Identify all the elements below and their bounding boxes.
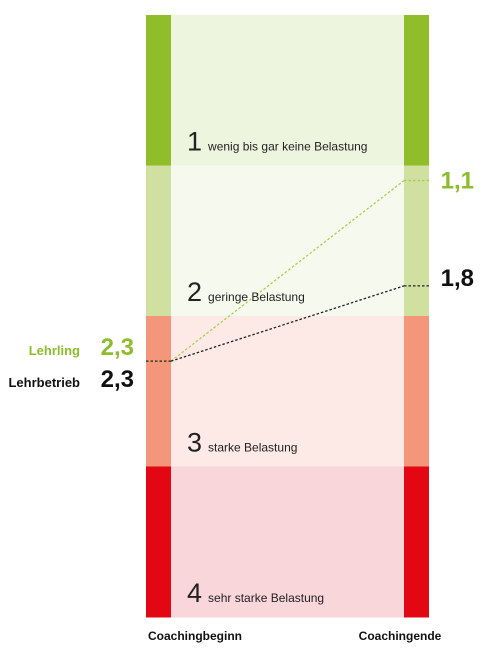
band-1-number: 1 (187, 127, 202, 157)
band-2-number: 2 (187, 277, 202, 307)
band-2-text: geringe Belastung (208, 290, 305, 304)
band-4-fill (171, 466, 404, 618)
band-4-number: 4 (187, 578, 202, 608)
band-3-number: 3 (187, 428, 202, 458)
band-4-label: 4 sehr starke Belastung (187, 578, 324, 608)
x-axis-label-coachingende: Coachingende (359, 629, 442, 643)
lehrling-start-value-label: 2,3 (101, 334, 134, 361)
lehrling-legend-label: Lehrling (29, 343, 80, 358)
band-2-label: 2 geringe Belastung (187, 277, 305, 307)
band-1-right-bar (404, 15, 429, 166)
band-3-label: 3 starke Belastung (187, 428, 297, 458)
band-4-left-bar (146, 466, 171, 618)
band-2-left-bar (146, 165, 171, 317)
x-axis-label-coachingbeginn: Coachingbeginn (148, 629, 242, 643)
band-4-right-bar (404, 466, 429, 618)
label-layer: 1 wenig bis gar keine Belastung 2 geringe B… (8, 127, 474, 644)
series-line-layer (146, 179, 429, 362)
band-1-fill (171, 15, 404, 166)
band-4-text: sehr starke Belastung (208, 591, 324, 605)
band-3-fill (171, 316, 404, 467)
lehrbetrieb-start-value-label: 2,3 (101, 366, 134, 393)
band-1-label: 1 wenig bis gar keine Belastung (187, 127, 367, 157)
band-1-text: wenig bis gar keine Belastung (207, 140, 367, 154)
band-3-text: starke Belastung (208, 441, 297, 455)
band-1-left-bar (146, 15, 171, 166)
lehrbetrieb-end-value-label: 1,8 (441, 265, 474, 292)
band-3-right-bar (404, 316, 429, 467)
band-2-fill (171, 165, 404, 317)
lehrbetrieb-series-line (170, 285, 405, 362)
band-2-right-bar (404, 165, 429, 317)
lehrbetrieb-legend-label: Lehrbetrieb (8, 375, 80, 390)
band-layer (146, 15, 429, 618)
lehrling-end-value-label: 1,1 (441, 168, 474, 195)
band-3-left-bar (146, 316, 171, 467)
